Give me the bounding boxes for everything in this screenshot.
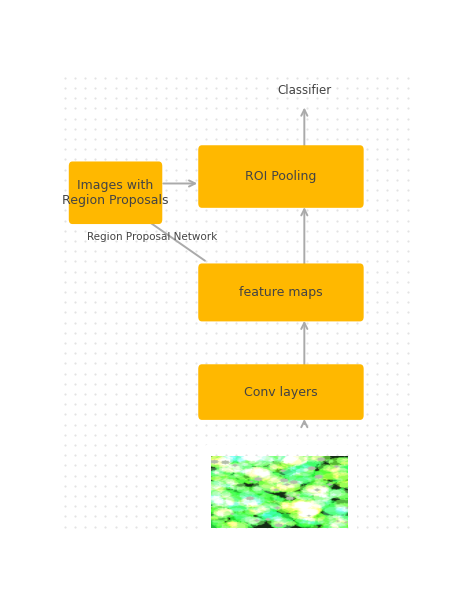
FancyBboxPatch shape [198,145,363,208]
FancyBboxPatch shape [198,364,363,420]
Text: feature maps: feature maps [238,286,322,299]
Text: Region Proposal Network: Region Proposal Network [87,232,217,242]
Text: Classifier: Classifier [276,84,331,98]
Text: Images with
Region Proposals: Images with Region Proposals [62,179,169,206]
Text: ROI Pooling: ROI Pooling [245,170,316,183]
Text: Conv layers: Conv layers [244,386,317,399]
FancyBboxPatch shape [69,161,162,224]
FancyBboxPatch shape [198,264,363,321]
